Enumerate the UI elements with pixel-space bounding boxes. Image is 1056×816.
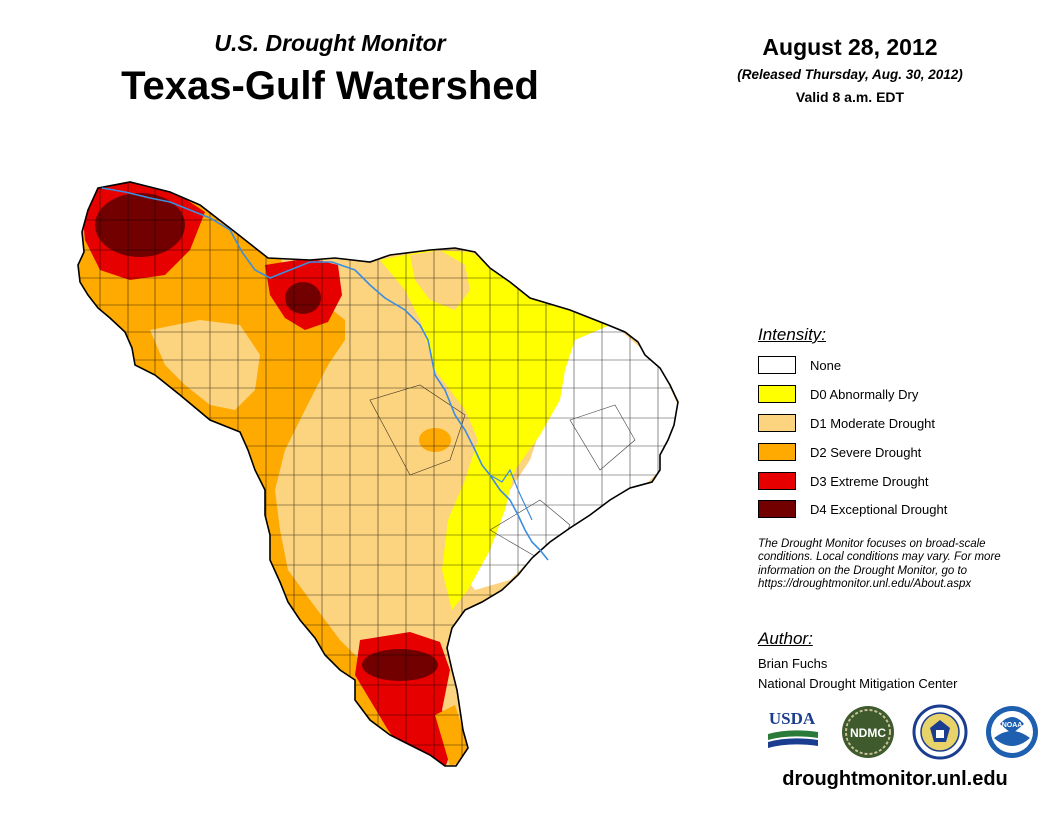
legend-label: D2 Severe Drought [810, 444, 922, 460]
commerce-seal-icon [912, 704, 968, 760]
legend-label: D1 Moderate Drought [810, 415, 936, 431]
legend-swatch-none [758, 356, 796, 374]
river [101, 187, 549, 561]
legend-item-d2: D2 Severe Drought [758, 442, 921, 462]
legend-swatch-d4 [758, 500, 796, 518]
legend-item-d3: D3 Extreme Drought [758, 471, 929, 491]
legend-swatch-d2 [758, 443, 796, 461]
legend-swatch-d3 [758, 472, 796, 490]
website-link[interactable]: droughtmonitor.unl.edu [782, 768, 1008, 790]
legend-label: D4 Exceptional Drought [810, 501, 948, 517]
note-line: information on the Drought Monitor, go t… [758, 564, 968, 577]
usda-text: USDA [769, 709, 816, 728]
legend-item-none: None [758, 355, 841, 375]
note-line: conditions. Local conditions may vary. F… [758, 551, 1001, 564]
noaa-logo-icon: NOAA [986, 706, 1038, 758]
legend-swatch-d1 [758, 414, 796, 432]
noaa-text: NOAA [1002, 722, 1023, 729]
note-line: The Drought Monitor focuses on broad-sca… [758, 538, 986, 550]
legend-item-d1: D1 Moderate Drought [758, 413, 935, 433]
legend-label: D3 Extreme Drought [810, 473, 929, 489]
legend-label: D0 Abnormally Dry [810, 386, 919, 402]
agency-logos: USDA NDMC NOAA [768, 704, 1038, 760]
legend-heading: Intensity: [758, 325, 827, 344]
usda-logo-icon: USDA [768, 709, 818, 748]
release-date: (Released Thursday, Aug. 30, 2012) [737, 67, 963, 82]
author-org: National Drought Mitigation Center [758, 676, 958, 691]
ndmc-logo-icon: NDMC [842, 706, 894, 758]
disclaimer-note: The Drought Monitor focuses on broad-sca… [758, 538, 1050, 592]
legend-label: None [810, 357, 842, 373]
legend-item-d0: D0 Abnormally Dry [758, 384, 918, 404]
map-title: Texas-Gulf Watershed [121, 64, 539, 108]
ndmc-text: NDMC [850, 726, 886, 740]
legend-item-d4: D4 Exceptional Drought [758, 499, 947, 519]
author-heading: Author: [758, 629, 813, 648]
map-subtitle: U.S. Drought Monitor [214, 30, 446, 56]
map-date: August 28, 2012 [762, 34, 938, 60]
valid-time: Valid 8 a.m. EDT [795, 89, 905, 105]
author-name: Brian Fuchs [758, 656, 828, 671]
note-link[interactable]: https://droughtmonitor.unl.edu/About.asp… [758, 578, 972, 591]
drought-map [77, 181, 679, 767]
legend-swatch-d0 [758, 385, 796, 403]
